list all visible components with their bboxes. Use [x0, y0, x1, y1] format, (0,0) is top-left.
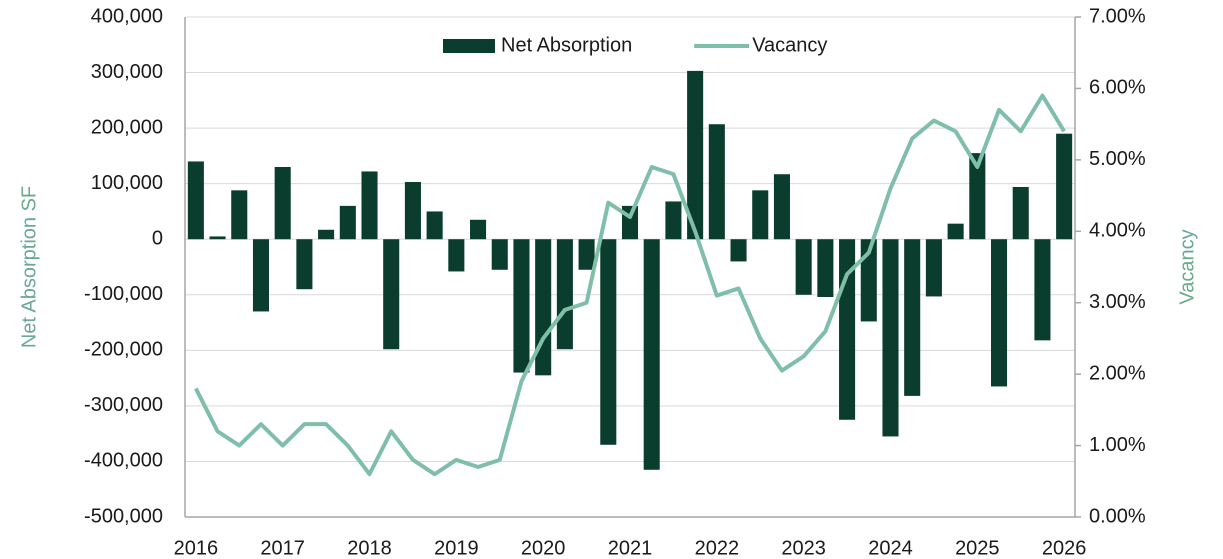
bar	[817, 239, 834, 297]
bar	[969, 153, 986, 240]
bar	[448, 239, 465, 272]
y2-tick-label: 6.00%	[1089, 77, 1146, 99]
y-tick-label: -500,000	[84, 505, 163, 527]
y2-tick-label: 4.00%	[1089, 220, 1146, 242]
bar	[730, 239, 747, 262]
y2-tick-label: 0.00%	[1089, 505, 1146, 527]
bar	[470, 219, 487, 240]
x-tick-label: 2025	[955, 537, 1000, 559]
bar	[904, 239, 921, 396]
bar	[752, 190, 769, 240]
bar	[665, 201, 682, 240]
bar	[621, 205, 639, 240]
line	[194, 93, 1066, 477]
x-tick-label: 2016	[174, 537, 219, 559]
bar	[990, 239, 1008, 387]
bar	[643, 239, 660, 470]
x-tick-label: 2024	[868, 537, 913, 559]
bar	[252, 239, 270, 312]
y2-tick-label: 7.00%	[1089, 5, 1146, 27]
y-tick-label: 0	[152, 228, 163, 250]
x-tick-label: 2020	[521, 537, 566, 559]
bar	[339, 205, 356, 240]
bar	[687, 70, 704, 240]
y-tick-label: -200,000	[84, 339, 163, 361]
bar	[1012, 187, 1029, 240]
legend-label: Net Absorption	[501, 34, 632, 56]
x-tick-label: 2018	[347, 537, 392, 559]
x-tick-label: 2017	[260, 537, 305, 559]
bar	[600, 239, 617, 445]
bar	[860, 239, 877, 322]
bar	[947, 223, 964, 240]
y2-tick-label: 3.00%	[1089, 291, 1146, 313]
y-tick-label: -100,000	[84, 283, 163, 305]
bar	[535, 239, 552, 376]
bar	[513, 239, 530, 373]
y-tick-label: -400,000	[84, 450, 163, 472]
bar	[773, 174, 790, 240]
bar	[795, 239, 812, 295]
bar	[556, 239, 573, 350]
y-tick-label: 100,000	[91, 172, 163, 194]
bar	[404, 182, 421, 240]
bar	[1034, 239, 1051, 341]
legend-label: Vacancy	[752, 34, 827, 56]
bar	[925, 239, 942, 297]
x-tick-label: 2019	[434, 537, 479, 559]
bar	[187, 161, 204, 240]
bar	[231, 190, 248, 240]
bar	[209, 236, 226, 240]
bar	[426, 211, 443, 240]
y-tick-label: 200,000	[91, 116, 163, 138]
y2-axis-label: Vacancy	[1176, 229, 1198, 304]
bar	[296, 239, 313, 290]
x-tick-label: 2026	[1042, 537, 1087, 559]
y-axis-label: Net Absorption SF	[18, 186, 40, 348]
bar	[491, 239, 508, 270]
x-tick-label: 2023	[781, 537, 826, 559]
bar	[274, 167, 291, 240]
y-tick-label: -300,000	[84, 394, 163, 416]
bar	[578, 239, 595, 270]
y2-tick-label: 2.00%	[1089, 362, 1146, 384]
bar	[882, 239, 899, 437]
legend-swatch	[443, 39, 495, 53]
bar	[383, 239, 400, 350]
x-tick-label: 2021	[608, 537, 653, 559]
bar	[1056, 133, 1073, 240]
y-tick-label: 300,000	[91, 61, 163, 83]
y-tick-label: 400,000	[91, 5, 163, 27]
bar	[361, 171, 378, 240]
x-tick-label: 2022	[695, 537, 740, 559]
bar	[318, 229, 335, 240]
y2-tick-label: 1.00%	[1089, 434, 1146, 456]
y2-tick-label: 5.00%	[1089, 148, 1146, 170]
bar	[708, 124, 725, 240]
